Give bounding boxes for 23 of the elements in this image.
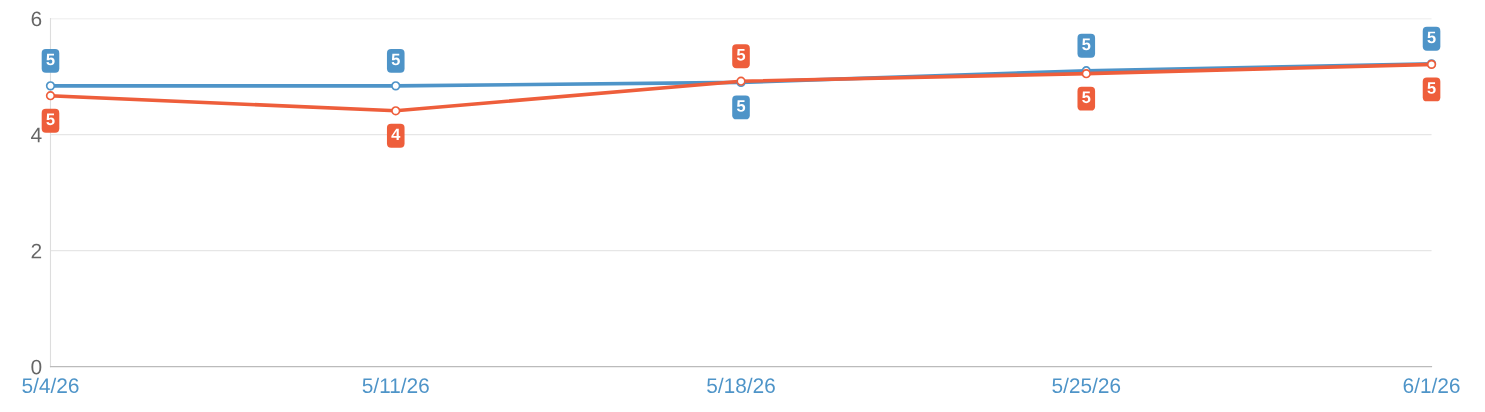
data-label: 5: [391, 53, 400, 66]
data-label: 5: [736, 49, 746, 61]
data-label: 5: [1082, 38, 1091, 51]
point: [391, 81, 401, 91]
y-tick-label: 2: [31, 243, 42, 259]
point: [45, 91, 56, 101]
y-tick-label: 0: [31, 359, 42, 375]
point: [45, 81, 56, 91]
data-label: 5: [1427, 31, 1436, 44]
y-tick-label: 6: [31, 11, 42, 27]
x-tick-label: 5/18/26: [707, 377, 775, 394]
x-tick-label: 5/11/26: [362, 377, 429, 394]
data-label: 5: [1082, 91, 1091, 104]
data-label: 5: [1427, 82, 1436, 94]
y-tick-label: 4: [31, 127, 42, 143]
x-tick-label: 5/25/26: [1052, 377, 1121, 394]
x-tick-label: 6/1/26: [1403, 377, 1460, 394]
point: [391, 106, 401, 116]
data-label: 4: [391, 128, 401, 141]
data-label: 5: [46, 113, 55, 126]
data-label: 5: [46, 53, 55, 66]
data-label: 5: [736, 100, 746, 112]
x-tick-label: 5/4/26: [22, 377, 79, 394]
